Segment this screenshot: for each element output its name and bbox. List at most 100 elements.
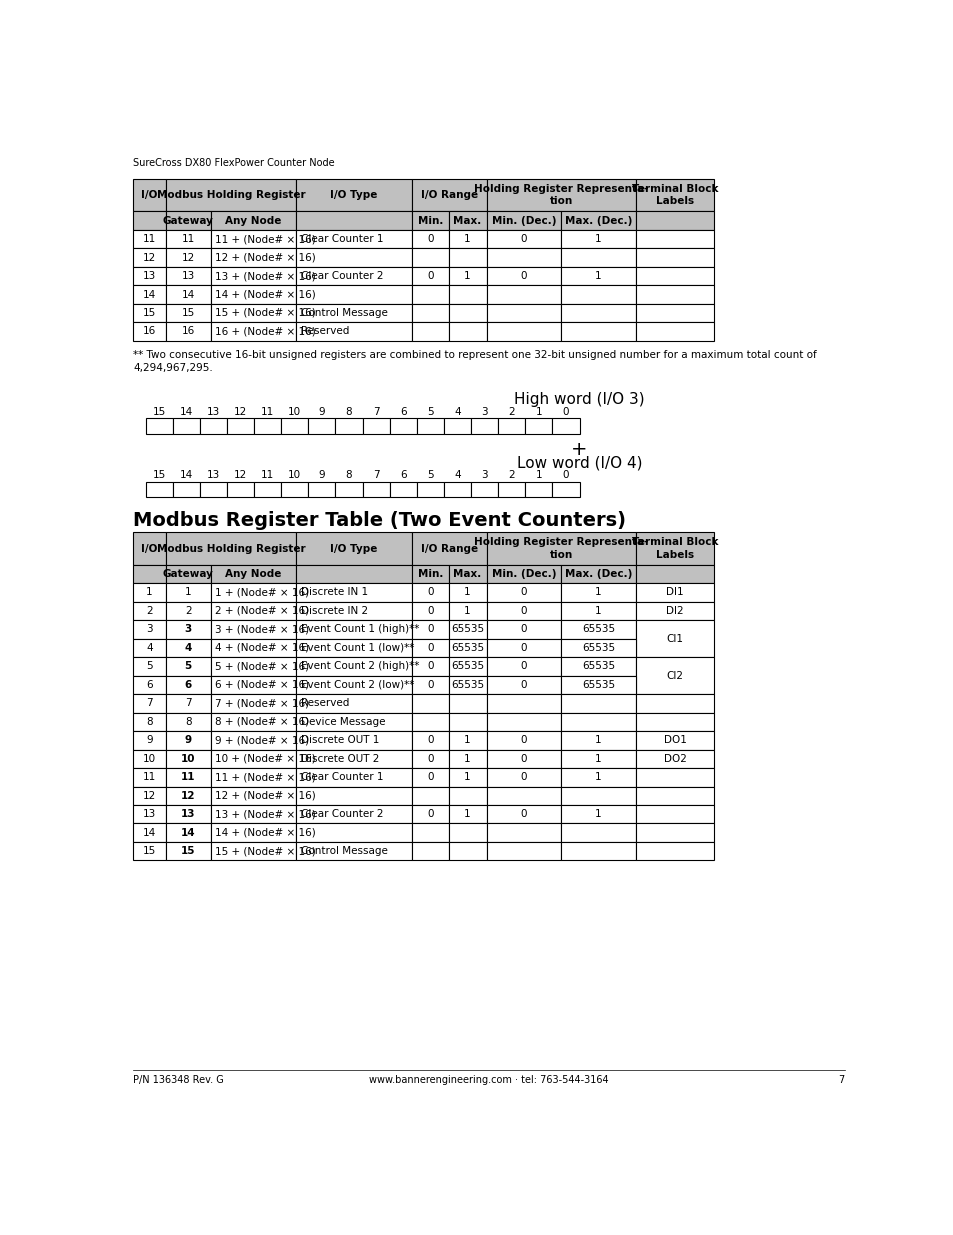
Bar <box>133 842 166 861</box>
Bar <box>211 787 295 805</box>
Text: 2: 2 <box>508 471 515 480</box>
Bar <box>166 267 211 285</box>
Text: Holding Register Representa-
tion: Holding Register Representa- tion <box>474 184 648 206</box>
Bar <box>133 657 166 676</box>
Bar <box>552 482 579 496</box>
Text: 4: 4 <box>454 471 460 480</box>
Bar <box>166 211 211 230</box>
Bar <box>133 179 166 211</box>
Text: Terminal Block
Labels: Terminal Block Labels <box>632 537 718 559</box>
Bar <box>448 638 486 657</box>
Text: 5: 5 <box>185 662 192 672</box>
Bar <box>560 787 636 805</box>
Bar <box>211 842 295 861</box>
Text: 1: 1 <box>595 606 601 616</box>
Text: 14 + (Node# × 16): 14 + (Node# × 16) <box>215 827 315 837</box>
Bar <box>486 731 560 750</box>
Bar <box>412 750 448 768</box>
Text: 1: 1 <box>595 588 601 598</box>
Bar <box>133 713 166 731</box>
Text: 0: 0 <box>520 270 526 282</box>
Bar <box>166 583 211 601</box>
Bar <box>486 304 560 322</box>
Text: CI2: CI2 <box>666 671 683 680</box>
Text: 1: 1 <box>185 588 192 598</box>
Text: 6: 6 <box>185 680 192 690</box>
Bar <box>412 248 448 267</box>
Bar <box>166 230 211 248</box>
Bar <box>448 694 486 713</box>
Bar <box>448 304 486 322</box>
Bar <box>412 322 448 341</box>
Bar <box>636 179 714 211</box>
Bar <box>146 419 172 433</box>
Text: I/O Range: I/O Range <box>420 543 477 553</box>
Bar <box>443 482 471 496</box>
Bar <box>211 248 295 267</box>
Text: 8: 8 <box>185 716 192 727</box>
Text: 0: 0 <box>427 625 434 635</box>
Text: 4: 4 <box>454 408 460 417</box>
Bar <box>448 731 486 750</box>
Text: 1: 1 <box>595 809 601 819</box>
Bar <box>525 482 552 496</box>
Text: 10: 10 <box>288 471 301 480</box>
Bar <box>560 304 636 322</box>
Bar <box>448 787 486 805</box>
Bar <box>412 805 448 824</box>
Text: 11: 11 <box>181 235 194 245</box>
Text: 7: 7 <box>838 1074 843 1084</box>
Text: 1: 1 <box>464 772 471 782</box>
Text: 1: 1 <box>535 408 541 417</box>
Bar <box>486 179 636 211</box>
Bar <box>295 805 412 824</box>
Bar <box>166 768 211 787</box>
Bar <box>412 768 448 787</box>
Text: 5: 5 <box>146 662 152 672</box>
Text: 1 + (Node# × 16): 1 + (Node# × 16) <box>215 588 309 598</box>
Text: Min. (Dec.): Min. (Dec.) <box>491 216 556 226</box>
Text: 0: 0 <box>520 680 526 690</box>
Bar <box>448 564 486 583</box>
Text: Event Count 2 (high)**: Event Count 2 (high)** <box>300 662 418 672</box>
Text: 1: 1 <box>595 735 601 746</box>
Bar <box>211 750 295 768</box>
Bar <box>166 532 295 564</box>
Bar <box>133 304 166 322</box>
Text: 11 + (Node# × 16): 11 + (Node# × 16) <box>215 235 315 245</box>
Text: 4 + (Node# × 16): 4 + (Node# × 16) <box>215 643 309 653</box>
Text: 65535: 65535 <box>581 625 615 635</box>
Text: 1: 1 <box>464 606 471 616</box>
Text: 0: 0 <box>562 408 569 417</box>
Bar <box>560 230 636 248</box>
Bar <box>636 248 714 267</box>
Bar <box>486 564 560 583</box>
Bar <box>636 601 714 620</box>
Bar <box>560 285 636 304</box>
Bar <box>295 583 412 601</box>
Bar <box>133 532 166 564</box>
Bar <box>448 248 486 267</box>
Bar <box>560 211 636 230</box>
Bar <box>308 482 335 496</box>
Text: 65535: 65535 <box>451 625 484 635</box>
Text: I/O Type: I/O Type <box>330 190 377 200</box>
Bar <box>448 713 486 731</box>
Bar <box>295 211 412 230</box>
Text: 0: 0 <box>520 235 526 245</box>
Bar <box>560 322 636 341</box>
Bar <box>448 805 486 824</box>
Text: 65535: 65535 <box>581 662 615 672</box>
Text: 11: 11 <box>143 235 156 245</box>
Bar <box>636 824 714 842</box>
Bar <box>636 285 714 304</box>
Text: P/N 136348 Rev. G: P/N 136348 Rev. G <box>133 1074 224 1084</box>
Text: 0: 0 <box>520 735 526 746</box>
Bar <box>133 211 166 230</box>
Text: 9: 9 <box>318 408 325 417</box>
Text: Max. (Dec.): Max. (Dec.) <box>564 569 632 579</box>
Text: Clear Counter 2: Clear Counter 2 <box>300 809 383 819</box>
Bar <box>412 267 448 285</box>
Bar <box>166 694 211 713</box>
Text: 8 + (Node# × 16): 8 + (Node# × 16) <box>215 716 309 727</box>
